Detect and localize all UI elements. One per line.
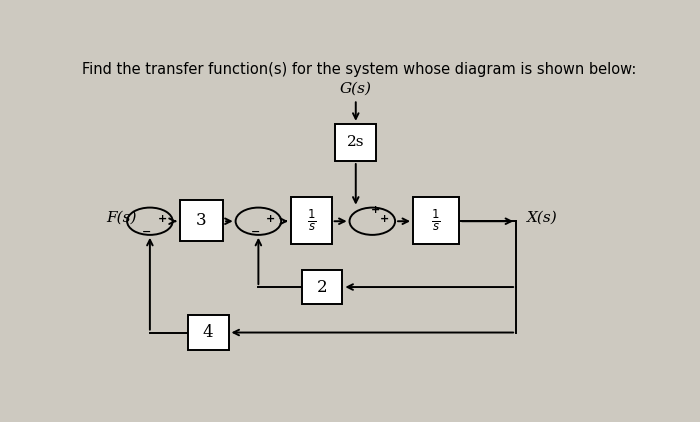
Text: 3: 3	[196, 212, 206, 229]
Text: G(s): G(s)	[340, 82, 372, 96]
Bar	[413, 197, 459, 244]
Bar	[335, 124, 376, 161]
Text: +: +	[371, 206, 380, 215]
Text: F(s): F(s)	[106, 211, 137, 225]
Bar	[188, 316, 228, 349]
Text: −: −	[142, 227, 151, 236]
Text: 2: 2	[317, 279, 328, 295]
Text: $\frac{1}{s}$: $\frac{1}{s}$	[431, 208, 441, 233]
Text: X(s): X(s)	[527, 211, 558, 225]
Bar	[302, 270, 342, 304]
Text: +: +	[158, 214, 167, 224]
Text: +: +	[266, 214, 275, 224]
Bar	[180, 200, 223, 241]
Text: Find the transfer function(s) for the system whose diagram is shown below:: Find the transfer function(s) for the sy…	[82, 62, 636, 77]
Text: +: +	[380, 214, 389, 224]
Bar	[291, 197, 332, 244]
Text: 2s: 2s	[347, 135, 365, 149]
Text: $\frac{1}{s}$: $\frac{1}{s}$	[307, 208, 316, 233]
Text: −: −	[251, 227, 260, 236]
Text: 4: 4	[203, 324, 214, 341]
